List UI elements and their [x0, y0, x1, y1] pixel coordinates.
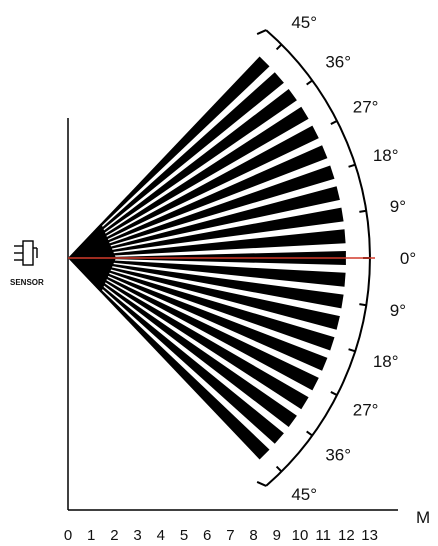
detection-beam: [68, 89, 297, 258]
angle-label-upper: 18°: [373, 146, 399, 165]
angle-tick: [330, 120, 338, 125]
x-tick-label: 2: [110, 527, 118, 544]
detection-beam: [68, 258, 344, 309]
x-tick-label: 6: [203, 527, 211, 544]
detection-beam: [68, 258, 319, 391]
angle-label-lower: 36°: [325, 445, 351, 464]
x-tick-label: 9: [273, 527, 281, 544]
angle-tick: [306, 79, 313, 86]
detection-beam: [68, 72, 284, 258]
angle-label-upper: 45°: [291, 13, 317, 32]
detection-beam: [68, 145, 328, 258]
angle-tick: [275, 43, 283, 51]
detection-beam: [68, 165, 335, 258]
detection-beam: [68, 258, 309, 410]
detection-beam: [68, 229, 346, 258]
beam-fan: [68, 56, 346, 460]
angle-tick: [275, 465, 283, 473]
x-tick-label: 5: [180, 527, 188, 544]
angle-label-upper: 9°: [390, 197, 406, 216]
angle-tick: [330, 391, 338, 396]
detection-beam: [68, 258, 328, 371]
x-axis-tick-labels: 0 1 2 3 4 5 6 7 8 9 10 11 12 13: [64, 527, 378, 544]
angle-label-lower: 27°: [353, 401, 379, 420]
x-tick-label: 4: [157, 527, 165, 544]
angle-label-lower: 9°: [390, 301, 406, 320]
detection-beam: [68, 186, 340, 258]
x-tick-label: 0: [64, 527, 72, 544]
detection-beam: [68, 207, 344, 258]
angle-tick: [348, 348, 356, 353]
detection-beam: [68, 106, 309, 258]
sensor-icon: [14, 240, 38, 266]
angle-scale-labels: 45° 36° 27° 18° 9° 0° 9° 18° 27° 36° 45°: [291, 13, 416, 504]
x-axis-unit-label: M: [416, 508, 430, 527]
detection-beam: [68, 258, 297, 427]
detection-beam: [68, 258, 335, 351]
x-tick-label: 12: [338, 527, 355, 544]
x-tick-label: 7: [226, 527, 234, 544]
detection-beam: [68, 56, 270, 258]
angle-tick: [306, 430, 313, 437]
detection-beam: [68, 258, 340, 330]
arc-end-hook: [256, 481, 267, 487]
angle-label-lower: 18°: [373, 352, 399, 371]
angle-tick: [359, 209, 367, 213]
angle-label-lower: 45°: [291, 485, 317, 504]
angle-label-upper: 36°: [325, 53, 351, 72]
detection-beam: [68, 258, 284, 444]
angle-scale-ticks: [256, 29, 370, 487]
detection-beam: [68, 125, 319, 258]
angle-tick: [348, 163, 356, 168]
detection-beam: [68, 258, 270, 460]
arc-end-hook: [256, 29, 267, 35]
x-tick-label: 10: [292, 527, 309, 544]
x-tick-label: 3: [133, 527, 141, 544]
angle-label-upper: 27°: [353, 97, 379, 116]
x-tick-label: 11: [315, 527, 331, 544]
sensor-label: SENSOR: [10, 278, 44, 287]
angle-label-center: 0°: [400, 249, 416, 268]
detection-beam: [68, 258, 346, 287]
angle-tick: [359, 303, 367, 307]
x-tick-label: 1: [87, 527, 95, 544]
x-tick-label: 8: [249, 527, 257, 544]
x-tick-label: 13: [361, 527, 378, 544]
